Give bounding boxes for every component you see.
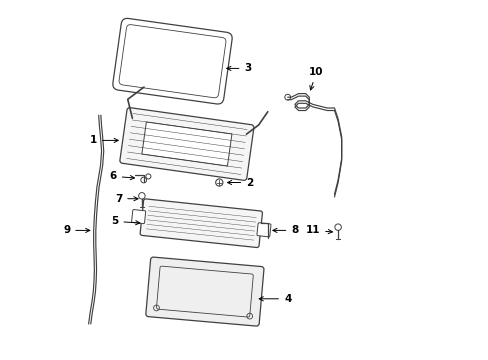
Text: 9: 9 <box>63 225 90 235</box>
FancyBboxPatch shape <box>131 210 145 224</box>
Text: 4: 4 <box>259 294 291 304</box>
Text: 10: 10 <box>308 67 323 90</box>
Text: 2: 2 <box>227 177 253 188</box>
Text: 1: 1 <box>89 135 118 145</box>
FancyBboxPatch shape <box>145 257 264 326</box>
Text: 3: 3 <box>226 63 251 73</box>
FancyBboxPatch shape <box>119 24 225 98</box>
Text: 6: 6 <box>109 171 134 181</box>
Text: 7: 7 <box>115 194 138 204</box>
FancyBboxPatch shape <box>113 18 232 104</box>
FancyBboxPatch shape <box>120 108 253 180</box>
Text: 11: 11 <box>305 225 332 235</box>
Text: 5: 5 <box>111 216 140 226</box>
Text: 8: 8 <box>272 225 298 235</box>
FancyBboxPatch shape <box>140 199 262 248</box>
Bar <box>142 122 231 166</box>
FancyBboxPatch shape <box>256 223 270 237</box>
FancyBboxPatch shape <box>156 266 253 317</box>
